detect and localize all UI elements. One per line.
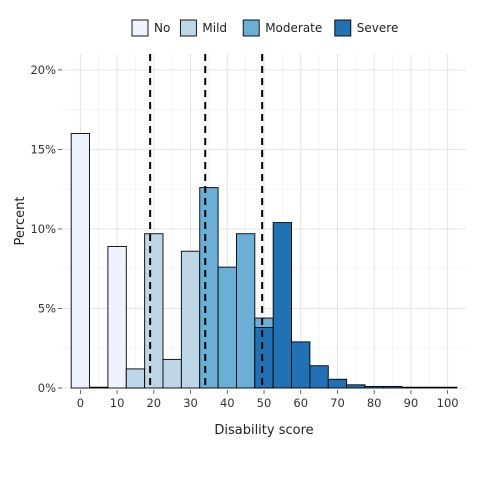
bar: [162, 358, 182, 389]
x-tick-label: 90: [404, 396, 419, 410]
legend-label-severe: Severe: [357, 21, 399, 35]
bar: [419, 386, 439, 389]
y-tick-label: 15%: [30, 142, 56, 156]
legend: No Mild Moderate Severe: [131, 19, 399, 37]
y-axis-title: Percent: [13, 197, 28, 246]
threshold-lines: [149, 54, 264, 388]
x-tick-label: 20: [146, 396, 161, 410]
x-tick-label: 80: [367, 396, 382, 410]
bar: [309, 365, 329, 389]
legend-label-moderate: Moderate: [265, 21, 322, 35]
x-tick-label: 40: [220, 396, 235, 410]
bar: [144, 233, 164, 389]
x-tick-label: 0: [77, 396, 84, 410]
x-tick-label: 50: [257, 396, 272, 410]
legend-key-mild: [179, 19, 197, 37]
x-tick-label: 100: [437, 396, 459, 410]
x-axis-title: Disability score: [214, 423, 313, 438]
bar: [89, 386, 109, 389]
x-tick-label: 30: [183, 396, 198, 410]
bar: [438, 386, 458, 389]
x-tick-label: 60: [293, 396, 308, 410]
x-tick-label: 70: [330, 396, 345, 410]
bar: [217, 266, 237, 389]
legend-label-no: No: [154, 21, 170, 35]
bar: [382, 385, 403, 389]
bar: [272, 222, 292, 389]
bar: [291, 341, 311, 389]
bar: [346, 384, 366, 389]
axes: 0% 5% 10% 15% 20% 0 10 20 30 40 50 60 70 80 90 100: [30, 63, 458, 410]
bar: [236, 233, 256, 389]
bar: [180, 250, 201, 389]
legend-key-no: [131, 19, 149, 37]
bar: [254, 327, 274, 389]
y-tick-label: 0%: [38, 381, 56, 395]
y-tick-label: 20%: [30, 63, 56, 77]
bar: [401, 386, 421, 389]
legend-key-moderate: [242, 19, 260, 37]
y-tick-label: 10%: [30, 222, 56, 236]
bar: [327, 378, 348, 389]
bar: [70, 133, 90, 389]
legend-key-severe: [334, 19, 352, 37]
y-tick-label: 5%: [38, 301, 56, 315]
bar: [199, 187, 219, 389]
bar: [125, 368, 146, 389]
bar: [107, 245, 127, 389]
bar: [364, 385, 384, 389]
legend-label-mild: Mild: [202, 21, 227, 35]
x-tick-label: 10: [110, 396, 125, 410]
